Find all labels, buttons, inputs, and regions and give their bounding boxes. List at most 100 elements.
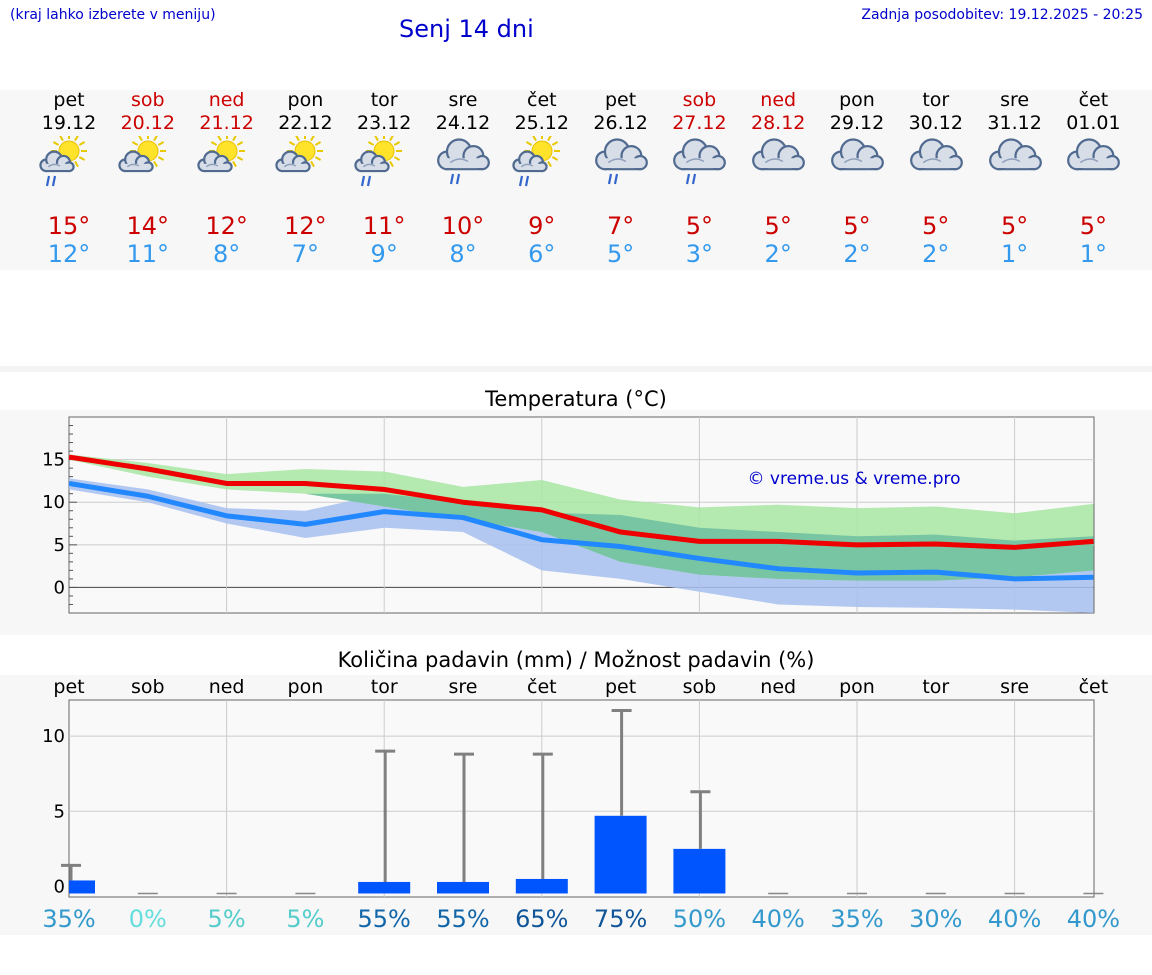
min-temperature: 8° [449,240,477,268]
x-tick-label: ned [209,676,245,698]
max-temperature: 7° [606,212,635,240]
day-column: pon 22.12 12° 7° [266,88,344,268]
day-date: 25.12 [514,112,569,134]
day-date: 20.12 [120,112,175,134]
min-temperature: 2° [764,240,792,268]
max-temperature: 5° [843,212,871,240]
min-temperature: 5° [606,240,635,268]
min-temperature: 11° [126,240,170,268]
precip-bar [594,815,647,894]
day-name: tor [922,89,950,111]
daily-forecast-band [0,90,1152,270]
weather-icon-slot [266,134,344,212]
weather-icon-slot [345,134,423,212]
precipitation-chart-title: Količina padavin (mm) / Možnost padavin … [337,648,815,672]
min-temperature: 6° [528,240,556,268]
precip-probability: 55% [436,905,489,933]
precip-probability: 30% [909,905,962,933]
x-tick-label: pon [288,676,324,698]
x-tick-label: pet [605,676,636,698]
max-temperature: 5° [1000,212,1029,240]
max-temperature: 12° [284,212,327,240]
day-name: sob [682,89,717,111]
day-column: pon 29.12 5° 2° [818,88,896,268]
day-date: 23.12 [356,112,412,134]
day-name: pet [604,89,637,111]
min-temperature: 8° [212,240,241,268]
max-temperature-line [68,454,1094,550]
min-temperature-line [68,481,1094,582]
sun-cloud-rain-icon [512,136,560,187]
cloud-shape [196,150,233,173]
y-tick-label: 15 [42,450,65,471]
watermark: © vreme.us & vreme.pro [747,469,960,489]
weather-icon-slot [739,134,817,212]
day-column: čet 25.12 9° 6° [503,88,581,268]
day-date: 28.12 [750,112,806,134]
cloud-shape [831,138,884,171]
max-temperature: 5° [922,212,950,240]
precip-probability: 5% [286,905,324,933]
cloud-shape [752,138,806,171]
page-title: Senj 14 dni [399,15,534,43]
cloud-shape [437,138,490,171]
sun-cloud-icon [118,136,166,173]
sun-cloud-rain-icon [39,136,87,187]
sun-cloud-rain-icon [354,136,403,187]
day-column: čet 01.01 5° 1° [1054,88,1132,268]
cloud-shape [1067,138,1121,171]
max-temperature: 11° [362,212,406,240]
cloud-icon [909,138,963,171]
min-temperature: 9° [370,240,398,268]
weather-icon-slot [424,134,502,212]
day-name: ned [760,89,797,111]
weather-icon-slot [1054,134,1132,212]
rain-drops [686,173,697,185]
day-column: ned 28.12 5° 2° [739,88,817,268]
cloud-shape [512,150,548,173]
cloud-shape [354,150,390,173]
x-tick-label: tor [922,676,949,698]
min-temperature: 2° [843,240,871,268]
day-date: 19.12 [41,112,97,134]
temperature-chart-title: Temperatura (°C) [485,387,667,411]
day-date: 27.12 [672,112,727,134]
precip-bar [69,880,95,894]
min-temperature: 3° [685,240,714,268]
day-column: sob 20.12 14° 11° [109,88,187,268]
y-tick-label: 5 [54,801,65,822]
cloud-shape [909,138,963,171]
y-tick-label: 0 [54,876,65,897]
precip-probability: 50% [673,905,726,933]
last-updated: Zadnja posodobitev: 19.12.2025 - 20:25 [861,7,1143,23]
rain-drops [607,173,618,185]
weather-icon-slot [660,134,738,212]
day-date: 30.12 [908,112,963,134]
cloud-shape [594,138,648,171]
day-name: ned [208,89,245,111]
precip-bar [358,881,411,894]
weather-icon-slot [30,134,108,212]
cloud-icon [831,138,884,171]
precip-probability: 65% [515,905,568,933]
precip-probability: 5% [208,905,246,933]
x-tick-label: ned [760,676,796,698]
weather-icon-slot [503,134,581,212]
max-temperature: 9° [528,212,556,240]
max-temperature: 5° [1079,212,1108,240]
y-tick-label: 5 [54,535,65,556]
x-tick-label: sob [131,676,165,698]
x-tick-label: sre [1000,676,1029,698]
day-date: 22.12 [278,112,333,134]
day-date: 21.12 [199,112,254,134]
x-tick-label: čet [1079,676,1109,698]
rain-drops [518,175,529,187]
day-name: sob [131,89,165,111]
day-column: ned 21.12 12° 8° [188,88,266,268]
cloud-shape [118,150,154,173]
day-date: 24.12 [435,112,491,134]
day-column: pet 19.12 15° 12° [30,88,108,268]
max-temperature: 5° [764,212,792,240]
day-name: sre [448,89,478,111]
precip-bar [437,881,489,894]
